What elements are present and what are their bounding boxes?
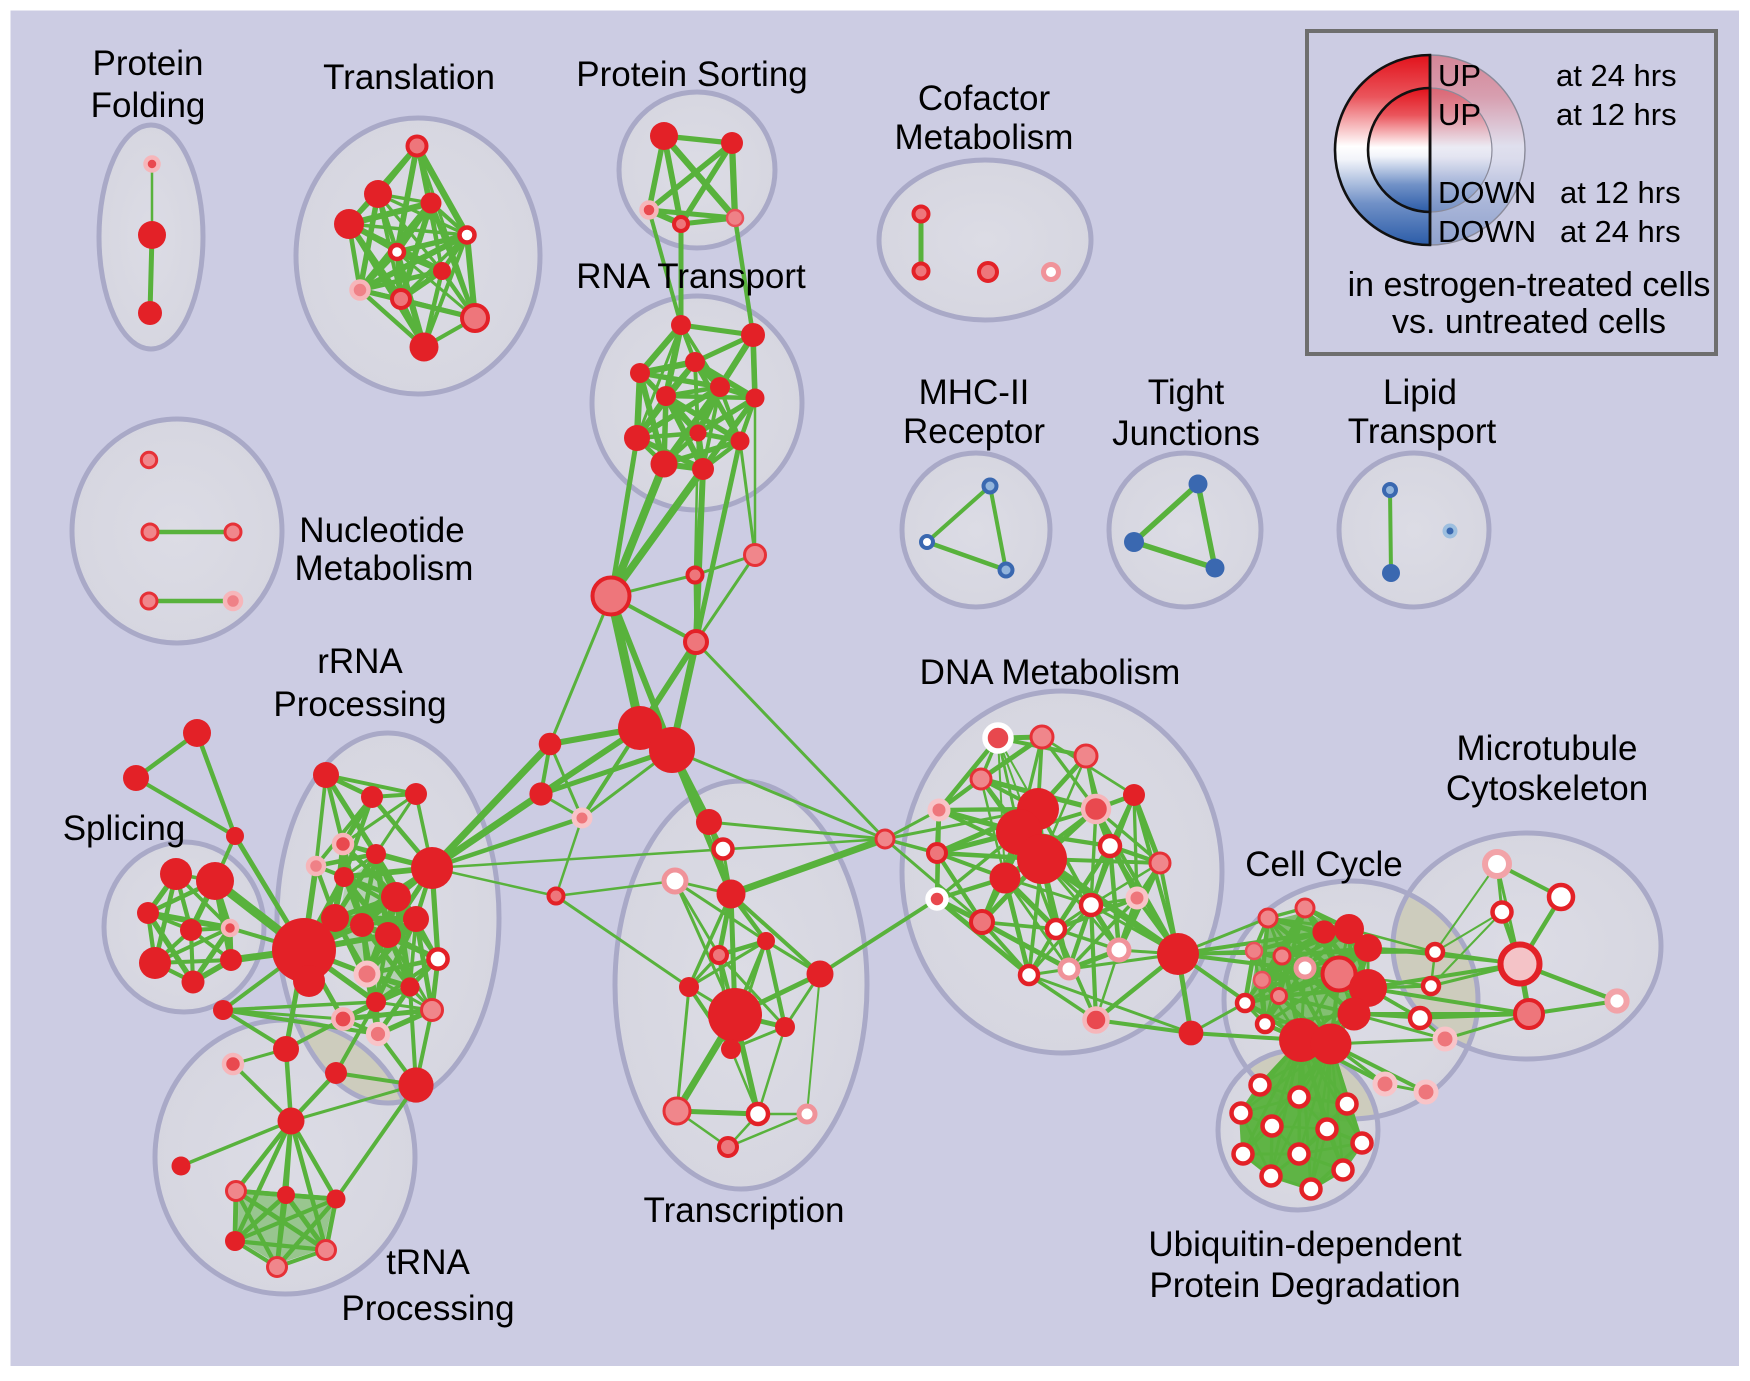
svg-text:at 12 hrs: at 12 hrs bbox=[1556, 97, 1677, 132]
svg-text:Receptor: Receptor bbox=[903, 412, 1045, 451]
svg-text:Protein Sorting: Protein Sorting bbox=[576, 55, 808, 94]
svg-text:Processing: Processing bbox=[341, 1289, 514, 1328]
svg-text:Nucleotide: Nucleotide bbox=[299, 511, 464, 550]
svg-text:RNA Transport: RNA Transport bbox=[576, 257, 806, 296]
svg-text:Ubiquitin-dependent: Ubiquitin-dependent bbox=[1148, 1225, 1462, 1264]
svg-text:Protein Degradation: Protein Degradation bbox=[1149, 1266, 1460, 1305]
svg-text:Cofactor: Cofactor bbox=[918, 79, 1051, 118]
svg-text:at 12 hrs: at 12 hrs bbox=[1560, 175, 1681, 210]
svg-text:Transport: Transport bbox=[1348, 412, 1497, 451]
svg-text:at 24 hrs: at 24 hrs bbox=[1560, 214, 1681, 249]
svg-text:DOWN: DOWN bbox=[1438, 175, 1536, 210]
svg-text:Folding: Folding bbox=[91, 86, 206, 125]
svg-text:Lipid: Lipid bbox=[1383, 373, 1457, 412]
svg-text:rRNA: rRNA bbox=[317, 642, 403, 681]
svg-text:Protein: Protein bbox=[93, 44, 204, 83]
svg-text:Processing: Processing bbox=[273, 685, 446, 724]
svg-text:Tight: Tight bbox=[1148, 373, 1225, 412]
svg-text:Metabolism: Metabolism bbox=[895, 118, 1074, 157]
svg-text:Transcription: Transcription bbox=[644, 1191, 845, 1230]
svg-text:MHC-II: MHC-II bbox=[919, 373, 1030, 412]
svg-text:Metabolism: Metabolism bbox=[295, 549, 474, 588]
svg-text:tRNA: tRNA bbox=[386, 1243, 470, 1282]
svg-text:at 24 hrs: at 24 hrs bbox=[1556, 58, 1677, 93]
svg-text:Cytoskeleton: Cytoskeleton bbox=[1446, 769, 1648, 808]
svg-text:Junctions: Junctions bbox=[1112, 414, 1260, 453]
svg-text:vs. untreated cells: vs. untreated cells bbox=[1392, 303, 1666, 341]
svg-text:DOWN: DOWN bbox=[1438, 214, 1536, 249]
svg-text:Microtubule: Microtubule bbox=[1457, 729, 1638, 768]
svg-text:DNA Metabolism: DNA Metabolism bbox=[920, 653, 1181, 692]
svg-text:Translation: Translation bbox=[323, 58, 495, 97]
svg-text:in estrogen-treated cells: in estrogen-treated cells bbox=[1348, 266, 1711, 304]
svg-text:UP: UP bbox=[1438, 58, 1481, 93]
svg-text:Splicing: Splicing bbox=[63, 809, 186, 848]
svg-text:UP: UP bbox=[1438, 97, 1481, 132]
svg-text:Cell Cycle: Cell Cycle bbox=[1245, 845, 1403, 884]
